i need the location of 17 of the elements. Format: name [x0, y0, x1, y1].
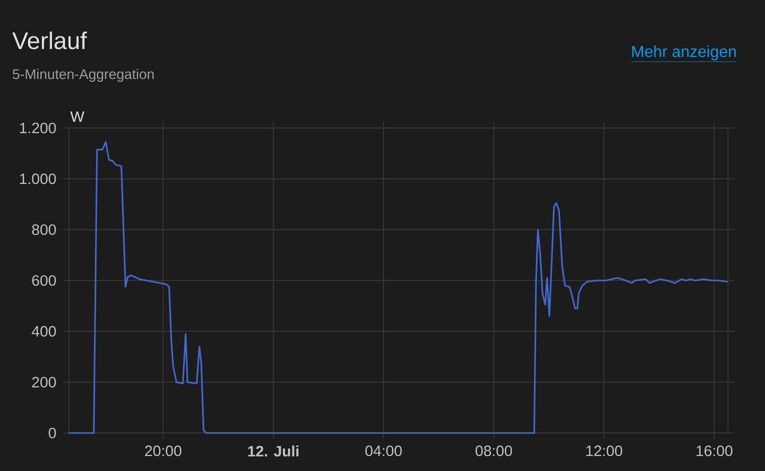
y-tick-label: 1.200: [20, 122, 56, 134]
text: Mehr anzeigen: [632, 45, 736, 60]
x-tick-label: 12:00: [586, 446, 622, 456]
y-tick-label: 400: [32, 326, 56, 337]
chart-subtitle: 5-Minuten-Aggregation: [12, 68, 154, 82]
x-tick-label: 16:00: [696, 446, 732, 456]
y-tick-label: 800: [32, 224, 56, 235]
x-tick-label: 08:00: [476, 446, 512, 456]
x-tick-label: 04:00: [365, 446, 402, 456]
x-tick-label: 12. Juli: [248, 446, 298, 457]
y-tick-label: 1.000: [20, 174, 56, 184]
y-axis-title: W: [70, 111, 84, 122]
x-tick-label: 20:00: [145, 446, 182, 456]
y-tick-label: 0: [48, 428, 56, 438]
y-tick-label: 200: [32, 376, 56, 388]
chart-title: Verlauf: [12, 32, 87, 50]
y-tick-label: 600: [32, 275, 56, 286]
